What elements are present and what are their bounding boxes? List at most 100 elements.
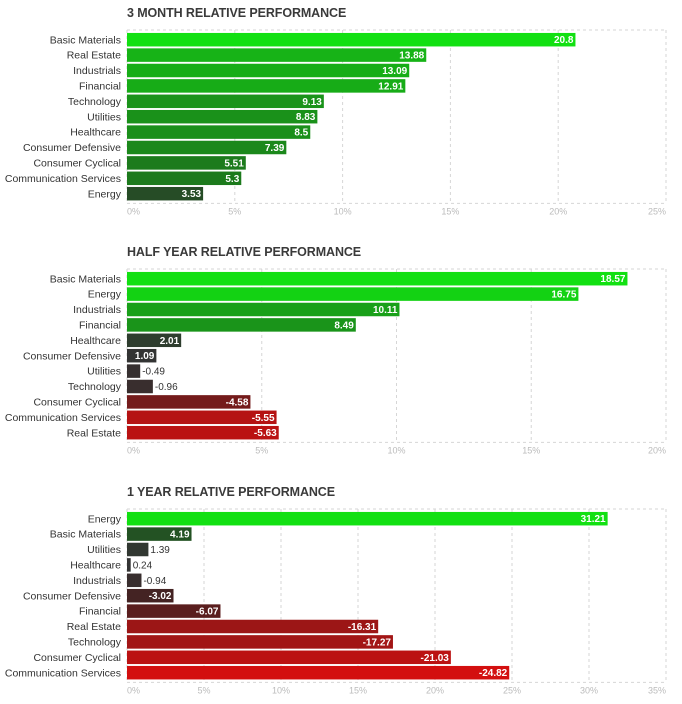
category-label: Real Estate	[67, 427, 121, 439]
data-label: -5.63	[254, 428, 277, 439]
tick-label: 30%	[580, 685, 598, 695]
data-label: -16.31	[348, 622, 377, 633]
tick-label: 0%	[127, 206, 140, 216]
tick-label: 10%	[272, 685, 290, 695]
category-label: Industrials	[73, 575, 121, 587]
category-label: Utilities	[87, 111, 121, 123]
bar	[127, 588, 174, 603]
chart-half-year-plot: 0% 5% 10% 15% 20% Basic Materials 18.57 Energy 1…	[5, 268, 667, 455]
bar	[127, 348, 157, 363]
category-label: Basic Materials	[50, 273, 121, 285]
category-label: Healthcare	[70, 335, 121, 347]
tick-label: 20%	[426, 685, 444, 695]
category-label: Healthcare	[70, 127, 121, 139]
bar	[127, 410, 277, 425]
category-label: Real Estate	[67, 50, 121, 62]
category-label: Technology	[68, 637, 122, 649]
category-label: Utilities	[87, 366, 121, 378]
data-label: 4.19	[170, 530, 190, 541]
data-label: -21.03	[421, 653, 450, 664]
category-label: Energy	[88, 188, 122, 200]
bar	[127, 333, 182, 348]
category-label: Real Estate	[67, 621, 121, 633]
category-label: Consumer Cyclical	[33, 158, 121, 170]
tick-label: 15%	[441, 206, 459, 216]
category-label: Consumer Defensive	[23, 590, 121, 602]
category-label: Technology	[68, 96, 122, 108]
bar	[127, 527, 192, 541]
chart-title: HALF YEAR RELATIVE PERFORMANCE	[127, 245, 362, 259]
category-label: Industrials	[73, 65, 121, 77]
tick-label: 20%	[648, 445, 666, 455]
category-label: Healthcare	[70, 560, 121, 572]
data-label: 10.11	[373, 305, 398, 316]
category-label: Energy	[88, 513, 122, 525]
tick-label: 15%	[349, 685, 367, 695]
data-label: -5.55	[252, 413, 275, 424]
data-label: 0.24	[133, 560, 153, 571]
category-label: Financial	[79, 606, 121, 618]
bar	[127, 125, 311, 139]
bar	[127, 665, 510, 680]
data-label: 8.49	[334, 320, 354, 331]
tick-label: 10%	[334, 206, 352, 216]
chart-half-year: HALF YEAR RELATIVE PERFORMANCE 0% 5% 10% 15…	[0, 245, 682, 455]
data-label: 13.88	[399, 51, 424, 62]
tick-label: 5%	[197, 685, 210, 695]
category-label: Consumer Defensive	[23, 350, 121, 362]
bar	[127, 604, 221, 618]
data-label: 8.83	[296, 112, 316, 123]
bar	[127, 79, 406, 93]
tick-label: 35%	[648, 685, 666, 695]
bar	[127, 32, 576, 47]
category-label: Utilities	[87, 544, 121, 556]
data-label: 13.09	[382, 66, 407, 77]
bar	[127, 109, 318, 124]
category-label: Communication Services	[5, 412, 121, 424]
category-label: Consumer Cyclical	[33, 652, 121, 664]
bar	[127, 48, 427, 62]
data-label: 18.57	[600, 274, 625, 285]
chart-title: 3 MONTH RELATIVE PERFORMANCE	[127, 6, 347, 20]
data-label: 8.5	[294, 128, 308, 139]
data-label: -24.82	[479, 668, 508, 679]
chart-3-month: 3 MONTH RELATIVE PERFORMANCE 0% 5% 10% 15% 2…	[0, 6, 682, 216]
bar	[127, 619, 379, 634]
data-label: -0.49	[142, 367, 165, 378]
category-label: Basic Materials	[50, 529, 121, 541]
tick-label: 25%	[503, 685, 521, 695]
data-label: 31.21	[581, 514, 606, 525]
category-label: Consumer Defensive	[23, 142, 121, 154]
tick-label: 15%	[522, 445, 540, 455]
category-label: Communication Services	[5, 173, 121, 185]
data-label: 1.39	[150, 545, 170, 556]
tick-label: 10%	[387, 445, 405, 455]
chart-3-month-plot: 0% 5% 10% 15% 20% 25% Basic Materials 20.8 Real …	[5, 29, 667, 216]
bar	[127, 186, 204, 201]
category-label: Industrials	[73, 304, 121, 316]
tick-label: 20%	[549, 206, 567, 216]
bar	[127, 271, 628, 286]
bar	[127, 364, 141, 378]
data-label: 7.39	[265, 143, 285, 154]
data-label: 5.51	[224, 158, 244, 169]
bar	[127, 395, 251, 409]
data-label: 20.8	[554, 35, 574, 46]
chart-1-year: 1 YEAR RELATIVE PERFORMANCE 0% 5% 10% 15% 20…	[0, 485, 682, 695]
tick-label: 0%	[127, 685, 140, 695]
bar	[127, 511, 608, 526]
tick-label: 0%	[127, 445, 140, 455]
tick-label: 5%	[228, 206, 241, 216]
category-label: Basic Materials	[50, 34, 121, 46]
data-label: 12.91	[378, 81, 403, 92]
bar	[127, 635, 393, 649]
bar	[127, 573, 142, 588]
data-label: -0.96	[155, 382, 178, 393]
data-label: -0.94	[143, 576, 166, 587]
bar	[127, 156, 246, 170]
data-label: 3.53	[182, 189, 202, 200]
data-label: 5.3	[225, 174, 239, 185]
category-label: Financial	[79, 81, 121, 93]
bar	[127, 650, 451, 665]
data-label: -3.02	[149, 591, 172, 602]
